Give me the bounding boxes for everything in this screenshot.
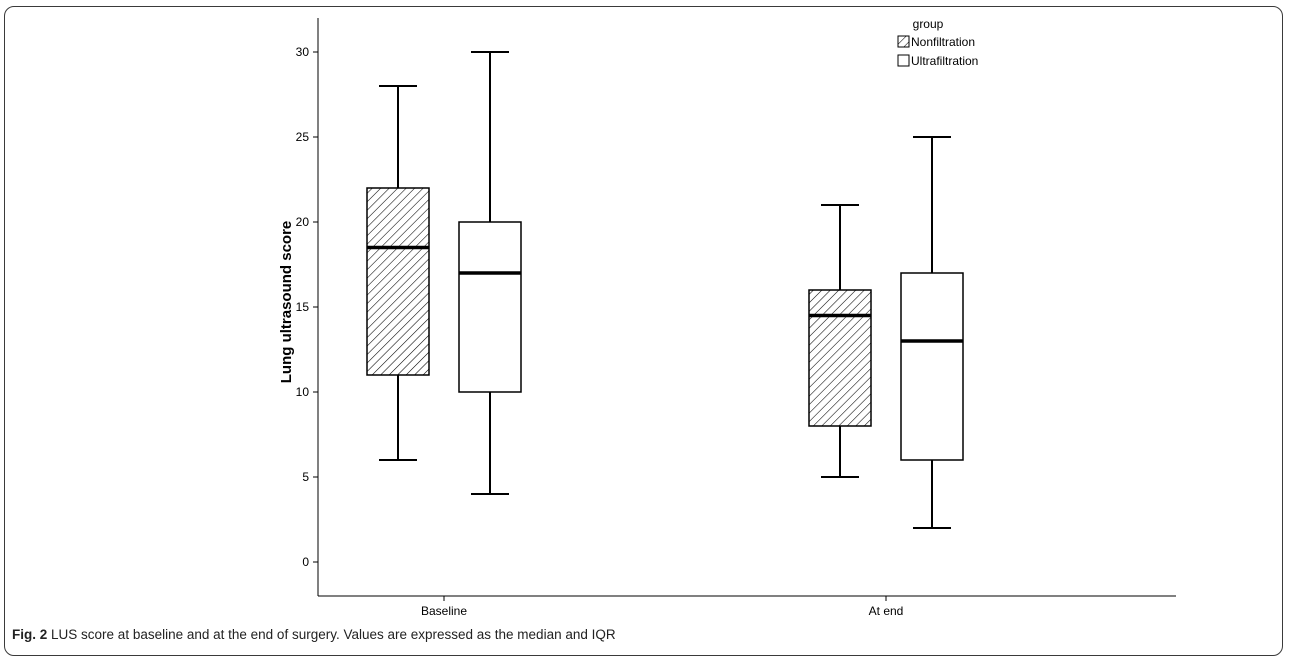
- iqr-box: [808, 289, 872, 427]
- iqr-box: [900, 272, 964, 461]
- box-nonfiltration-baseline: [366, 85, 430, 461]
- y-tick-label: 5: [302, 470, 309, 484]
- y-axis-title: Lung ultrasound score: [278, 221, 295, 384]
- boxplot-chart: 0 5 10 15 20 25 30 Baseline At end Lung ultrasoun…: [278, 17, 1176, 618]
- caption-label: Fig. 2: [12, 627, 48, 642]
- y-tick-label: 0: [302, 555, 309, 569]
- y-tick-label: 10: [296, 385, 310, 399]
- legend-swatch-nonfiltration: [897, 35, 910, 48]
- iqr-box: [366, 187, 430, 376]
- iqr-box: [458, 221, 522, 393]
- figure-caption: Fig. 2 LUS score at baseline and at the …: [12, 627, 616, 642]
- axes: 0 5 10 15 20 25 30 Baseline At end Lung ultrasoun…: [278, 18, 1176, 618]
- legend: group Nonfiltration Ultrafiltration: [897, 17, 978, 68]
- box-ultrafiltration-at-end: [900, 136, 964, 529]
- y-tick-label: 25: [296, 130, 310, 144]
- legend-swatch-ultrafiltration: [897, 54, 910, 67]
- y-tick-label: 30: [296, 45, 310, 59]
- caption-text: LUS score at baseline and at the end of …: [51, 627, 616, 642]
- boxes-layer: [366, 51, 964, 529]
- legend-label-ultrafiltration: Ultrafiltration: [911, 54, 978, 68]
- box-nonfiltration-at-end: [808, 204, 872, 478]
- y-tick-label: 15: [296, 300, 310, 314]
- legend-title: group: [913, 17, 944, 31]
- legend-label-nonfiltration: Nonfiltration: [911, 35, 975, 49]
- y-tick-label: 20: [296, 215, 310, 229]
- x-tick-label: At end: [869, 604, 904, 618]
- box-ultrafiltration-baseline: [458, 51, 522, 495]
- figure-frame: [4, 6, 1283, 656]
- x-tick-label: Baseline: [421, 604, 467, 618]
